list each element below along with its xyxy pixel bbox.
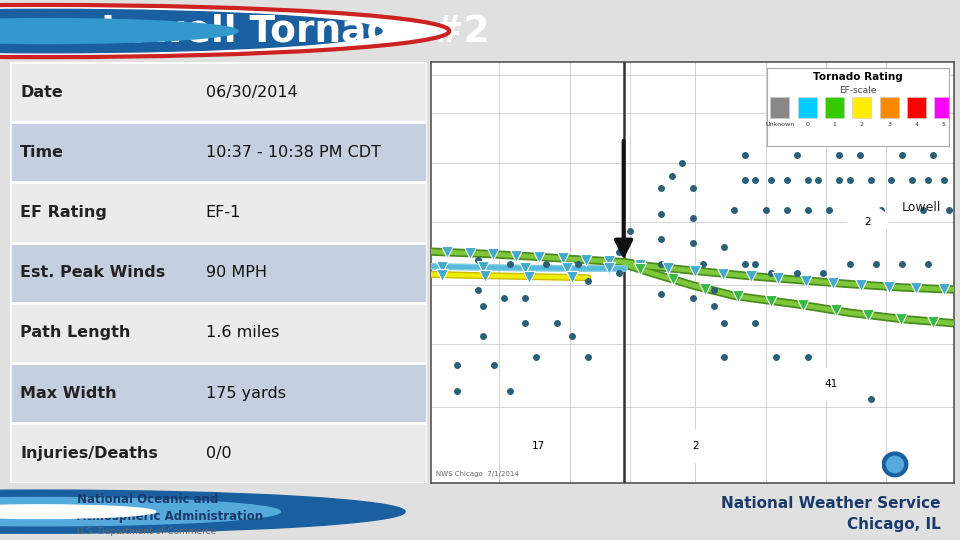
Text: 06/30/2014: 06/30/2014: [205, 85, 298, 100]
Text: National Weather Service: National Weather Service: [721, 496, 941, 511]
Text: 1.6 miles: 1.6 miles: [205, 326, 279, 340]
Circle shape: [0, 18, 238, 44]
Text: EF-scale: EF-scale: [840, 86, 876, 95]
Text: EF-1: EF-1: [205, 205, 241, 220]
Text: Path Length: Path Length: [20, 326, 131, 340]
Text: Injuries/Deaths: Injuries/Deaths: [20, 446, 157, 461]
Circle shape: [676, 430, 715, 462]
Circle shape: [848, 206, 888, 238]
Circle shape: [887, 456, 903, 472]
Text: National Oceanic and: National Oceanic and: [77, 492, 218, 505]
Bar: [879, 97, 899, 118]
Bar: [934, 97, 953, 118]
Text: Lowell: Lowell: [901, 201, 941, 214]
Text: 1: 1: [832, 122, 836, 127]
Text: Unknown: Unknown: [765, 122, 795, 127]
Text: EF Rating: EF Rating: [20, 205, 107, 220]
Text: 0: 0: [805, 122, 809, 127]
Bar: [10, 423, 427, 483]
Text: Lowell Tornado #2: Lowell Tornado #2: [101, 13, 490, 49]
Text: Est. Peak Winds: Est. Peak Winds: [20, 265, 165, 280]
Text: 0/0: 0/0: [205, 446, 231, 461]
Bar: [798, 97, 817, 118]
Bar: [10, 122, 427, 183]
Circle shape: [882, 452, 908, 477]
Text: 5: 5: [942, 122, 946, 127]
Bar: [10, 303, 427, 363]
Text: Max Width: Max Width: [20, 386, 117, 401]
Text: 10:37 - 10:38 PM CDT: 10:37 - 10:38 PM CDT: [205, 145, 381, 160]
Circle shape: [811, 368, 852, 400]
Text: Atmospheric Administration: Atmospheric Administration: [77, 510, 263, 523]
Text: NWS Chicago  7/1/2014: NWS Chicago 7/1/2014: [436, 471, 519, 477]
Text: 90 MPH: 90 MPH: [205, 265, 267, 280]
Bar: [770, 97, 789, 118]
Circle shape: [518, 430, 558, 462]
Circle shape: [0, 5, 449, 57]
Bar: [907, 97, 926, 118]
Text: Tornado Rating: Tornado Rating: [813, 72, 903, 82]
Text: 175 yards: 175 yards: [205, 386, 286, 401]
Circle shape: [0, 490, 405, 533]
Text: U.S. Department of Commerce: U.S. Department of Commerce: [77, 527, 216, 536]
Text: Date: Date: [20, 85, 62, 100]
Text: Time: Time: [20, 145, 64, 160]
Bar: [852, 97, 872, 118]
Text: Chicago, IL: Chicago, IL: [847, 517, 941, 531]
Text: 2: 2: [860, 122, 864, 127]
Bar: [10, 363, 427, 423]
Text: 4: 4: [915, 122, 919, 127]
Text: 3: 3: [887, 122, 891, 127]
Text: 17: 17: [532, 441, 545, 451]
Bar: [10, 242, 427, 303]
Text: 2: 2: [692, 441, 699, 451]
Bar: [10, 183, 427, 242]
Bar: [825, 97, 844, 118]
Bar: [10, 62, 427, 122]
Circle shape: [0, 505, 156, 518]
Text: 2: 2: [865, 217, 872, 227]
Text: 41: 41: [825, 379, 838, 389]
Circle shape: [0, 497, 280, 526]
Circle shape: [0, 9, 382, 53]
